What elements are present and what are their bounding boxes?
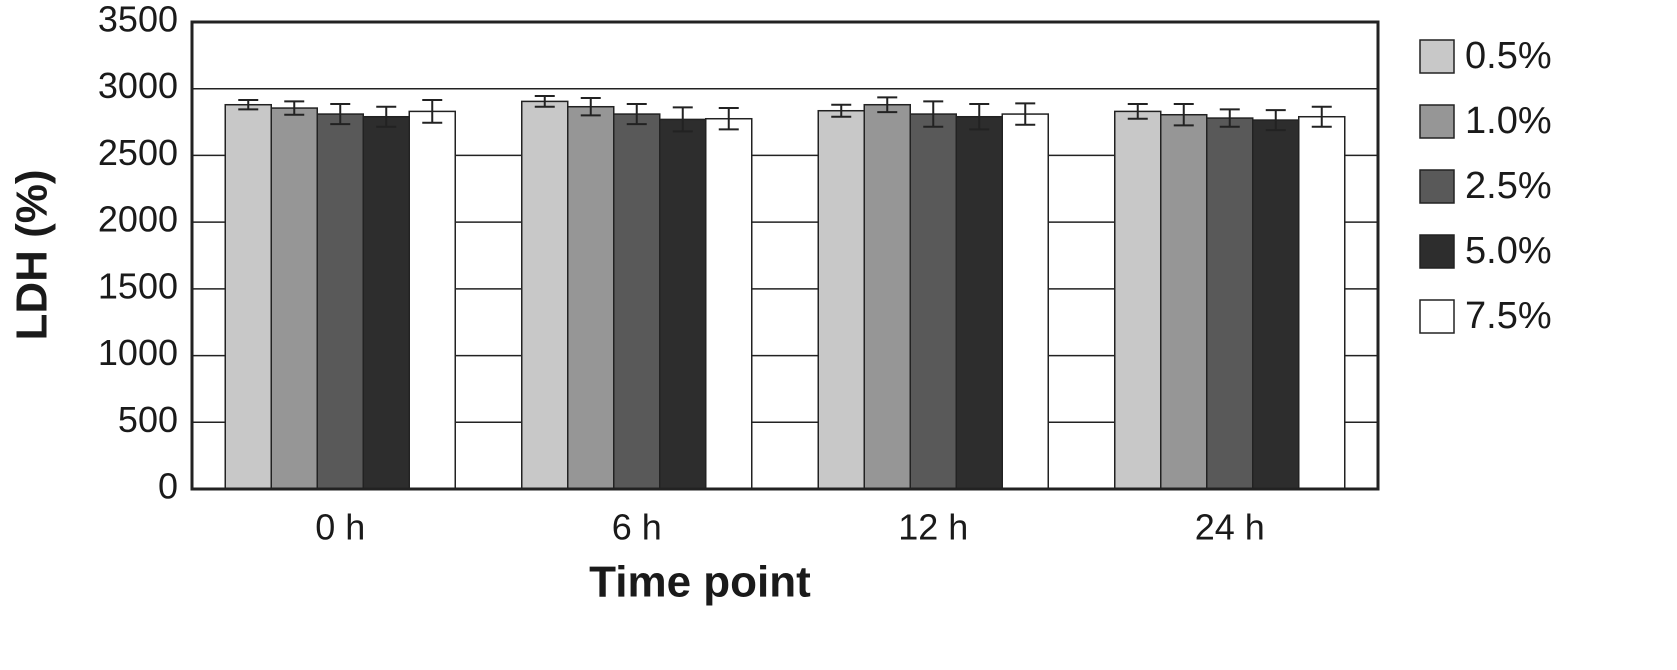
- y-tick-label: 1500: [98, 265, 178, 306]
- error-bar: [877, 96, 898, 114]
- error-bar: [534, 95, 555, 108]
- legend-swatch: [1419, 234, 1455, 269]
- bar: [659, 118, 707, 490]
- error-bar: [718, 107, 739, 131]
- legend-label: 0.5%: [1465, 35, 1552, 77]
- bar: [521, 100, 569, 490]
- bar: [1206, 117, 1254, 490]
- legend-label: 7.5%: [1465, 295, 1552, 337]
- bar: [1160, 113, 1208, 490]
- error-bar: [1173, 103, 1194, 127]
- y-tick-label: 500: [118, 399, 178, 440]
- bar: [224, 103, 272, 490]
- y-tick-label: 0: [158, 466, 178, 507]
- error-bar: [831, 103, 852, 118]
- y-tick-label: 1000: [98, 332, 178, 373]
- legend-swatch: [1419, 169, 1455, 204]
- error-bar: [1311, 105, 1332, 128]
- legend-swatch: [1419, 39, 1455, 74]
- bar: [1252, 119, 1300, 490]
- error-bar: [672, 106, 693, 133]
- error-bar: [969, 103, 990, 131]
- x-axis-title: Time point: [589, 558, 811, 607]
- plot-frame: [190, 20, 1380, 491]
- y-tick-label: 3500: [98, 0, 178, 40]
- legend-label: 5.0%: [1465, 230, 1552, 272]
- y-tick-label: 3000: [98, 65, 178, 106]
- x-tick-label: 12 h: [898, 507, 968, 548]
- bar: [613, 113, 661, 490]
- bar: [863, 103, 911, 490]
- error-bar: [923, 100, 944, 128]
- legend-swatch: [1419, 299, 1455, 334]
- bar: [817, 109, 865, 490]
- error-bar: [238, 99, 259, 111]
- error-bar: [1219, 108, 1240, 128]
- y-tick-label: 2500: [98, 132, 178, 173]
- error-bar: [376, 105, 397, 128]
- bar: [1298, 115, 1346, 490]
- bar: [955, 115, 1003, 490]
- x-tick-label: 24 h: [1195, 507, 1265, 548]
- error-bar: [422, 99, 443, 124]
- bar: [705, 117, 753, 490]
- bar: [1114, 110, 1162, 490]
- x-tick-label: 6 h: [612, 507, 662, 548]
- legend-swatch: [1419, 104, 1455, 139]
- bar: [1001, 113, 1049, 490]
- bar: [567, 105, 615, 490]
- legend-label: 2.5%: [1465, 165, 1552, 207]
- error-bar: [1127, 103, 1148, 120]
- error-bar: [580, 97, 601, 117]
- bar: [909, 113, 957, 490]
- error-bar: [330, 103, 351, 126]
- error-bar: [1265, 109, 1286, 132]
- error-bar: [626, 103, 647, 126]
- error-bar: [1015, 102, 1036, 126]
- bar: [362, 115, 410, 490]
- error-bar: [284, 100, 305, 116]
- legend-label: 1.0%: [1465, 100, 1552, 142]
- bar: [316, 113, 364, 490]
- x-tick-label: 0 h: [315, 507, 365, 548]
- bar: [270, 107, 318, 490]
- y-tick-label: 2000: [98, 199, 178, 240]
- bar: [408, 110, 456, 490]
- y-axis-title: LDH (%): [8, 169, 57, 340]
